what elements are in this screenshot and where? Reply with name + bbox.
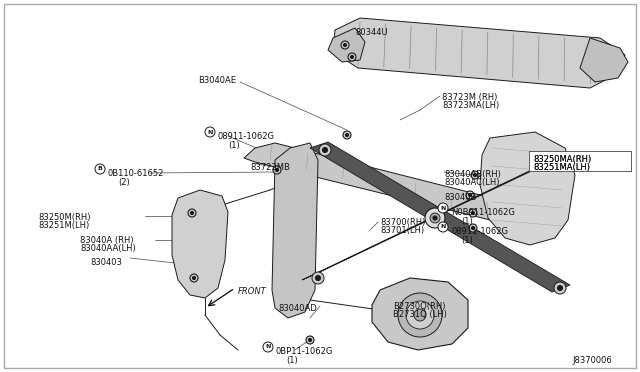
Circle shape xyxy=(190,274,198,282)
Text: 83040AD: 83040AD xyxy=(278,304,317,313)
Circle shape xyxy=(351,55,353,58)
Polygon shape xyxy=(272,143,318,318)
Text: B2730Q(RH): B2730Q(RH) xyxy=(393,302,445,311)
Text: 83250M(RH): 83250M(RH) xyxy=(38,213,90,222)
Text: 83040B: 83040B xyxy=(444,193,476,202)
Circle shape xyxy=(414,309,426,321)
Text: 83723MB: 83723MB xyxy=(250,163,290,172)
Circle shape xyxy=(471,171,479,179)
Circle shape xyxy=(346,134,349,137)
Text: 08911-1062G: 08911-1062G xyxy=(451,227,508,236)
FancyBboxPatch shape xyxy=(529,151,631,171)
Circle shape xyxy=(273,166,281,174)
Circle shape xyxy=(474,173,477,176)
Text: 83723M (RH): 83723M (RH) xyxy=(442,93,497,102)
Polygon shape xyxy=(244,143,510,222)
Circle shape xyxy=(438,222,448,232)
Text: N: N xyxy=(266,344,271,350)
Circle shape xyxy=(472,212,474,215)
Circle shape xyxy=(344,44,346,46)
Text: 83251MA(LH): 83251MA(LH) xyxy=(533,163,590,172)
Text: 83701(LH): 83701(LH) xyxy=(380,226,424,235)
Circle shape xyxy=(205,127,215,137)
Polygon shape xyxy=(302,155,565,280)
Text: 83251MA(LH): 83251MA(LH) xyxy=(533,163,590,172)
Text: 83250MA(RH): 83250MA(RH) xyxy=(533,155,591,164)
Circle shape xyxy=(306,336,314,344)
Circle shape xyxy=(430,213,440,223)
Circle shape xyxy=(263,342,273,352)
Text: J8370006: J8370006 xyxy=(572,356,612,365)
Circle shape xyxy=(341,41,349,49)
Text: (1): (1) xyxy=(461,217,473,226)
Text: N: N xyxy=(440,224,445,230)
Text: 83250MA(RH): 83250MA(RH) xyxy=(533,155,591,164)
Circle shape xyxy=(554,155,559,160)
Text: N: N xyxy=(207,129,212,135)
Circle shape xyxy=(193,276,195,279)
Text: 83251M(LH): 83251M(LH) xyxy=(38,221,89,230)
Circle shape xyxy=(308,339,312,341)
Text: 80344U: 80344U xyxy=(355,28,388,37)
Circle shape xyxy=(275,169,278,171)
Circle shape xyxy=(469,209,477,217)
Text: 83723MA(LH): 83723MA(LH) xyxy=(442,101,499,110)
Text: 08911-1062G: 08911-1062G xyxy=(218,132,275,141)
Text: (1): (1) xyxy=(461,236,473,245)
Polygon shape xyxy=(333,18,625,88)
Circle shape xyxy=(343,131,351,139)
Circle shape xyxy=(557,285,563,291)
Circle shape xyxy=(551,152,563,164)
Text: 83040AC(LH): 83040AC(LH) xyxy=(444,178,499,187)
Circle shape xyxy=(348,53,356,61)
Text: N0B911-1062G: N0B911-1062G xyxy=(451,208,515,217)
Text: B3040AE: B3040AE xyxy=(198,76,236,85)
Circle shape xyxy=(406,301,434,329)
Polygon shape xyxy=(310,142,570,292)
Text: B: B xyxy=(97,167,102,171)
Circle shape xyxy=(433,216,437,220)
Circle shape xyxy=(468,193,472,196)
Text: (1): (1) xyxy=(228,141,240,150)
Circle shape xyxy=(398,293,442,337)
Text: FRONT: FRONT xyxy=(238,286,267,295)
Circle shape xyxy=(312,272,324,284)
Text: (2): (2) xyxy=(118,178,130,187)
Circle shape xyxy=(316,276,321,280)
Circle shape xyxy=(554,282,566,294)
Polygon shape xyxy=(328,28,365,62)
Circle shape xyxy=(425,208,445,228)
Text: B2731Q (LH): B2731Q (LH) xyxy=(393,310,447,319)
Polygon shape xyxy=(372,278,468,350)
Text: 83700(RH): 83700(RH) xyxy=(380,218,426,227)
Circle shape xyxy=(323,148,328,153)
Text: 83040AB(RH): 83040AB(RH) xyxy=(444,170,501,179)
Text: 83040AA(LH): 83040AA(LH) xyxy=(80,244,136,253)
Circle shape xyxy=(191,212,193,215)
Polygon shape xyxy=(580,38,628,82)
Circle shape xyxy=(469,224,477,232)
Text: 0B110-61652: 0B110-61652 xyxy=(108,169,164,178)
Polygon shape xyxy=(480,132,575,245)
Polygon shape xyxy=(172,190,228,298)
Circle shape xyxy=(466,191,474,199)
Circle shape xyxy=(472,227,474,230)
Circle shape xyxy=(188,209,196,217)
Text: (1): (1) xyxy=(286,356,298,365)
Circle shape xyxy=(95,164,105,174)
Text: 83040A (RH): 83040A (RH) xyxy=(80,236,134,245)
Text: 0BP11-1062G: 0BP11-1062G xyxy=(276,347,333,356)
Circle shape xyxy=(438,203,448,213)
Text: N: N xyxy=(440,205,445,211)
Circle shape xyxy=(319,144,331,156)
Text: 830403: 830403 xyxy=(90,258,122,267)
